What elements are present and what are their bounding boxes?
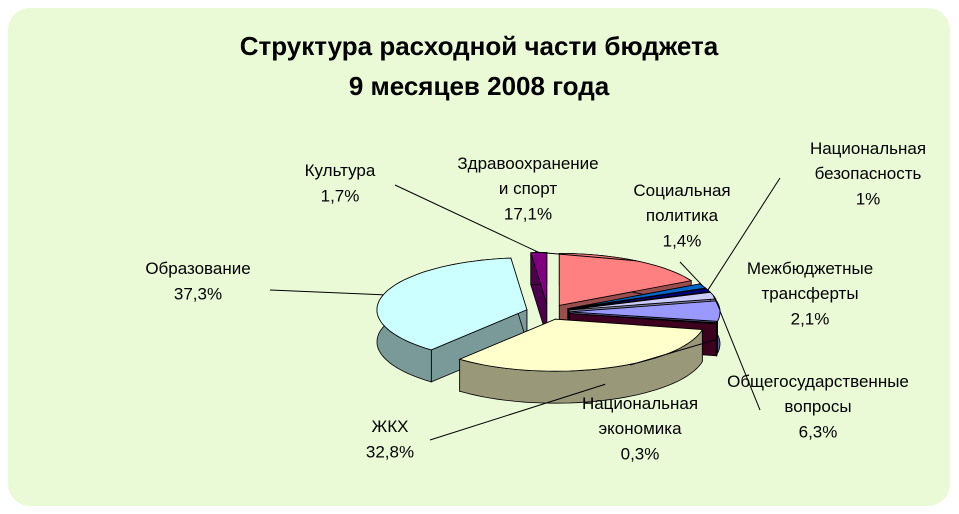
- category-label: Межбюджетные трансферты: [747, 259, 873, 303]
- category-label-line: Национальная: [810, 139, 926, 158]
- category-label-line: Межбюджетные: [747, 259, 873, 278]
- category-label: Национальная экономика: [582, 394, 698, 438]
- category-label: Социальная политика: [633, 181, 730, 225]
- category-label-line: Общегосударственные: [727, 372, 909, 391]
- category-label-line: Здравоохранение: [457, 154, 598, 173]
- data-label: 2,1%: [791, 309, 830, 328]
- data-label: 1,4%: [663, 231, 702, 250]
- leader-line: [629, 338, 717, 366]
- leader-line: [269, 289, 384, 296]
- leader-line: [429, 383, 606, 441]
- category-label-line: политика: [646, 206, 719, 225]
- data-label: 17,1%: [504, 204, 552, 223]
- category-label-line: и спорт: [499, 179, 557, 198]
- chart-background: [8, 8, 950, 506]
- category-label-line: вопросы: [784, 397, 851, 416]
- data-label: 6,3%: [799, 422, 838, 441]
- data-label: 1%: [856, 189, 881, 208]
- data-label: 0,3%: [621, 444, 660, 463]
- category-label: Здравоохранение и спорт: [457, 154, 598, 198]
- data-label: 1,7%: [321, 186, 360, 205]
- category-label: ЖКХ: [372, 417, 409, 436]
- chart-title: 9 месяцев 2008 года: [349, 71, 610, 101]
- data-label: 32,8%: [366, 442, 414, 461]
- category-label: Национальная безопасность: [810, 139, 926, 183]
- category-label-line: ЖКХ: [372, 417, 409, 436]
- category-label-line: Социальная: [633, 181, 730, 200]
- pie: [376, 251, 721, 404]
- leader-line: [712, 295, 721, 311]
- category-label-line: Образование: [145, 259, 250, 278]
- chart-title: Структура расходной части бюджета: [240, 31, 719, 61]
- category-label-line: экономика: [598, 419, 682, 438]
- slice: [458, 318, 703, 372]
- category-label: Образование: [145, 259, 250, 278]
- data-label: 37,3%: [174, 284, 222, 303]
- category-label-line: Национальная: [582, 394, 698, 413]
- category-label: Культура: [305, 161, 376, 180]
- slice: [376, 257, 528, 351]
- leader-line: [719, 310, 761, 411]
- leader-line: [707, 177, 781, 291]
- leader-line: [679, 261, 704, 287]
- category-label-line: безопасность: [815, 164, 922, 183]
- leader-line: [534, 251, 637, 262]
- slice: [569, 291, 717, 311]
- category-label: Общегосударственные вопросы: [727, 372, 909, 416]
- category-label-line: Культура: [305, 161, 376, 180]
- category-label-line: трансферты: [761, 284, 858, 303]
- leader-line: [394, 184, 540, 253]
- slice: [569, 313, 718, 325]
